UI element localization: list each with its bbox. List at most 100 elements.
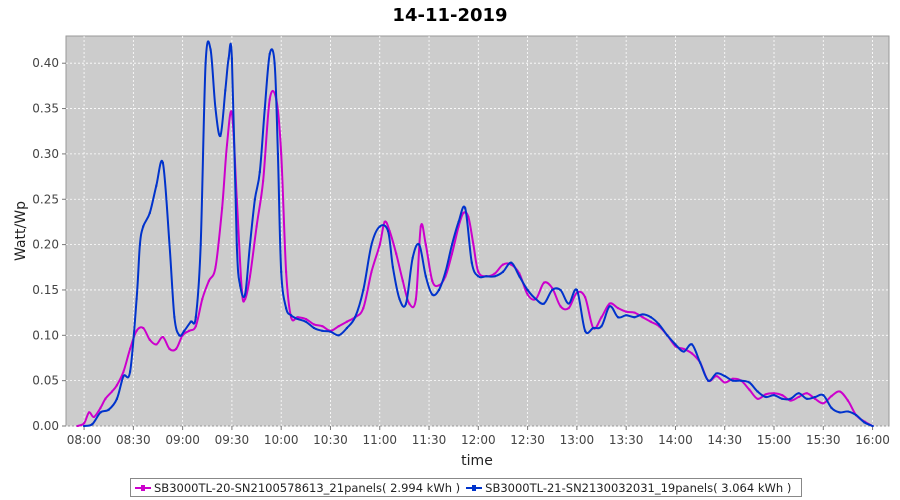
data-point [239, 284, 242, 287]
data-point [584, 296, 587, 299]
data-point [405, 302, 407, 305]
data-point [600, 316, 603, 319]
data-point [226, 143, 228, 146]
data-point [230, 57, 233, 60]
data-point [437, 284, 440, 287]
data-point [268, 53, 271, 56]
data-point [408, 302, 411, 305]
data-point [148, 211, 151, 214]
data-point [674, 343, 677, 346]
data-point [92, 415, 95, 418]
y-tick-label: 0.30 [32, 147, 59, 161]
data-point [814, 397, 817, 400]
data-point [142, 225, 145, 228]
data-point [543, 302, 545, 305]
data-point [290, 316, 293, 319]
data-point [244, 298, 247, 300]
legend-item-series-1: SB3000TL-20-SN2100578613_21panels( 2.994… [135, 481, 460, 495]
data-point [418, 243, 421, 246]
data-point [321, 325, 324, 328]
data-point [457, 220, 460, 223]
data-point [91, 423, 94, 426]
data-point [268, 98, 271, 101]
data-point [99, 406, 102, 409]
data-point [543, 281, 545, 284]
data-point [83, 422, 86, 425]
data-point [567, 302, 570, 305]
data-point [502, 263, 504, 266]
data-point [345, 327, 348, 329]
data-point [789, 397, 792, 400]
data-point [387, 230, 389, 232]
data-point [789, 399, 792, 402]
x-tick-label: 14:30 [707, 433, 742, 447]
data-point [773, 394, 775, 397]
data-point [871, 425, 874, 427]
data-point [401, 279, 404, 282]
data-point [378, 225, 381, 228]
data-point [188, 329, 191, 332]
data-point [253, 198, 256, 201]
legend-swatch-magenta [135, 484, 151, 491]
data-point [510, 263, 513, 266]
data-point [715, 372, 718, 375]
data-point [518, 275, 521, 278]
x-tick-label: 11:00 [362, 433, 397, 447]
data-point [633, 316, 636, 319]
data-point [329, 330, 332, 333]
data-point [781, 394, 784, 397]
x-tick-label: 14:00 [658, 433, 693, 447]
x-axis: 08:00 08:30 09:00 09:30 10:00 10:30 11:00 11:30… [67, 426, 890, 447]
data-point [756, 390, 759, 393]
y-tick-label: 0.00 [32, 419, 59, 433]
data-point [244, 293, 247, 296]
data-point [258, 171, 261, 173]
data-point [207, 279, 210, 282]
data-point [462, 211, 465, 214]
data-point [690, 352, 693, 355]
data-point [805, 397, 808, 400]
data-point [559, 305, 562, 308]
data-point [641, 316, 644, 319]
data-point [551, 289, 554, 291]
data-point [249, 243, 251, 246]
data-point [748, 388, 751, 391]
y-tick-label: 0.05 [32, 374, 59, 388]
data-point [699, 361, 702, 364]
chart-title: 14-11-2019 [392, 5, 507, 26]
data-point [290, 314, 293, 317]
series-layer [76, 40, 874, 427]
data-point [255, 225, 258, 228]
y-axis: 0.00 0.05 0.10 0.15 0.20 0.25 0.30 0.35 0.40 [32, 56, 66, 433]
data-point [424, 243, 427, 246]
x-tick-label: 09:30 [215, 433, 250, 447]
data-point [378, 243, 381, 246]
data-point [107, 408, 110, 411]
data-point [633, 311, 636, 314]
data-point [805, 392, 808, 395]
line-chart: 14-11-2019 0.000.050.100.150.200.250.300… [13, 5, 890, 469]
data-point [175, 347, 178, 350]
data-point [173, 316, 176, 319]
data-point [313, 327, 315, 329]
legend-swatch-blue [466, 484, 483, 491]
data-point [304, 318, 307, 320]
data-point [608, 302, 611, 305]
data-point [276, 152, 279, 155]
data-point [551, 287, 554, 290]
data-point [362, 289, 365, 291]
legend-item-series-2: SB3000TL-21-SN2130032031_19panels( 3.064… [466, 481, 791, 495]
series-line-2 [83, 40, 873, 427]
data-point [518, 272, 521, 275]
data-point [764, 396, 767, 398]
data-point [431, 293, 434, 296]
data-point [797, 396, 800, 398]
data-point [138, 243, 141, 246]
data-point [649, 320, 652, 323]
data-point [201, 298, 204, 300]
data-point [337, 325, 340, 328]
data-point [756, 397, 759, 400]
x-tick-label: 10:30 [313, 433, 348, 447]
data-point [723, 381, 726, 384]
data-point [510, 261, 513, 264]
